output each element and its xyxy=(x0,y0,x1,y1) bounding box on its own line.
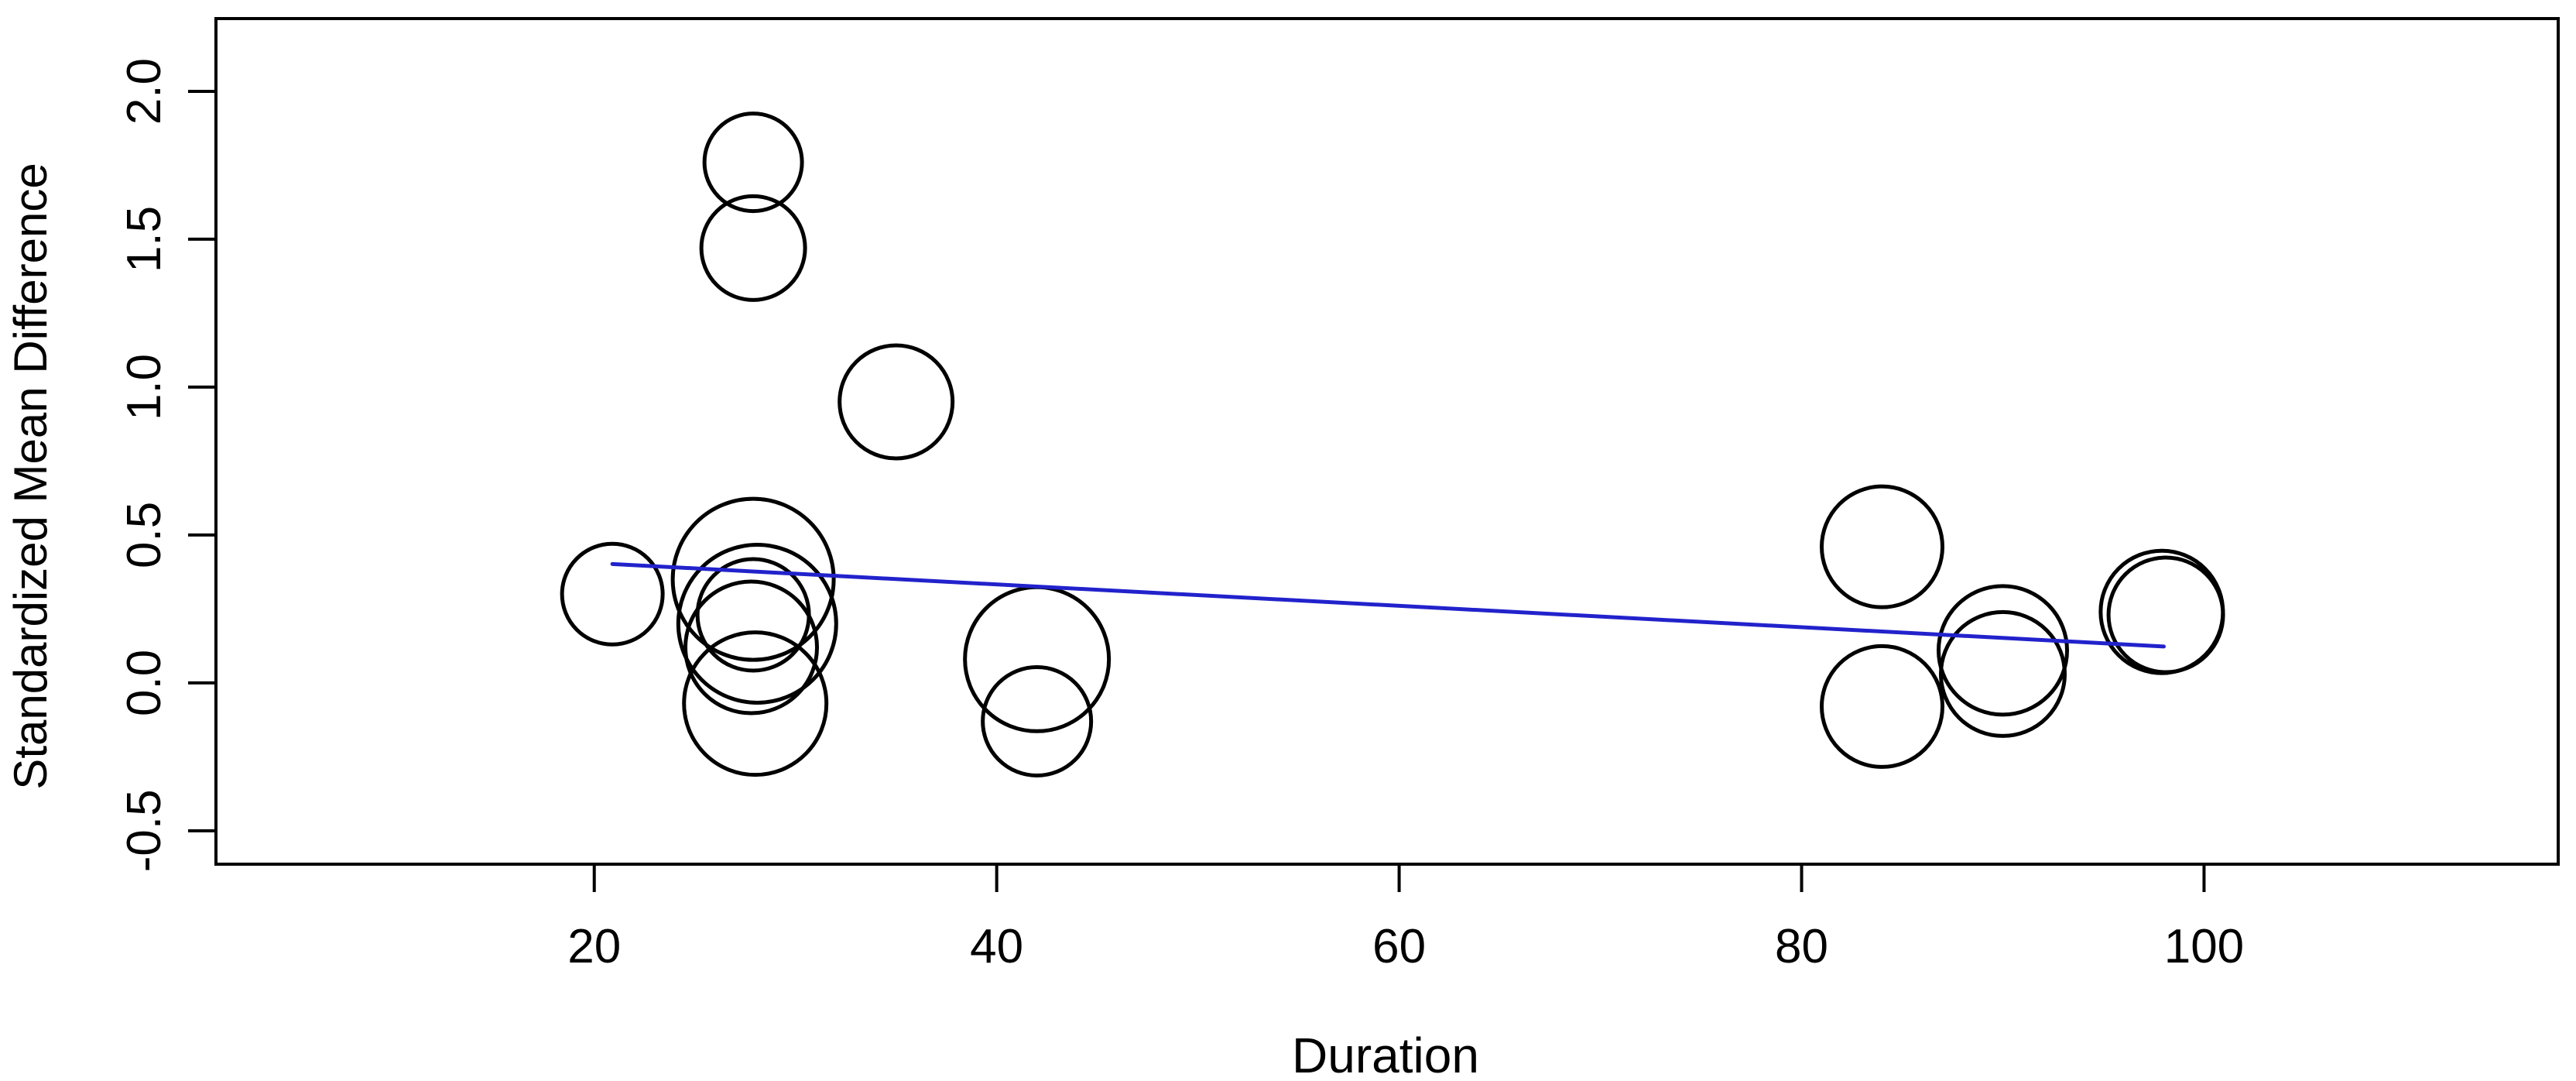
y-axis-title: Standardized Mean Difference xyxy=(5,163,57,790)
y-tick-label: 2.0 xyxy=(118,58,171,125)
study-bubble xyxy=(695,557,811,673)
study-bubble xyxy=(560,541,665,647)
study-bubble xyxy=(682,630,829,777)
y-tick-label: -0.5 xyxy=(118,789,171,872)
study-bubble xyxy=(838,343,955,461)
study-bubble xyxy=(676,542,838,705)
study-bubble xyxy=(702,112,804,214)
study-bubble xyxy=(683,579,820,716)
y-tick-label: 1.5 xyxy=(118,206,171,273)
study-bubble xyxy=(981,665,1094,778)
study-bubble xyxy=(1820,643,1945,769)
x-tick-label: 40 xyxy=(970,920,1023,973)
x-axis-title: Duration xyxy=(1292,1028,1479,1081)
study-bubble xyxy=(1820,484,1945,609)
x-tick-label: 60 xyxy=(1372,920,1426,973)
study-bubble xyxy=(699,194,807,302)
study-bubble xyxy=(670,496,836,662)
y-tick-label: 0.0 xyxy=(118,650,171,716)
study-bubble xyxy=(2106,555,2225,674)
x-tick-label: 20 xyxy=(567,920,621,973)
x-tick-label: 80 xyxy=(1775,920,1828,973)
regression-line xyxy=(610,561,2166,649)
x-tick-label: 100 xyxy=(2164,920,2244,973)
y-tick-label: 1.0 xyxy=(118,354,171,420)
study-bubble xyxy=(1938,609,2067,738)
plot-border xyxy=(214,17,2560,866)
y-tick-label: 0.5 xyxy=(118,502,171,568)
study-bubble xyxy=(963,585,1112,733)
study-bubble xyxy=(1936,584,2069,717)
